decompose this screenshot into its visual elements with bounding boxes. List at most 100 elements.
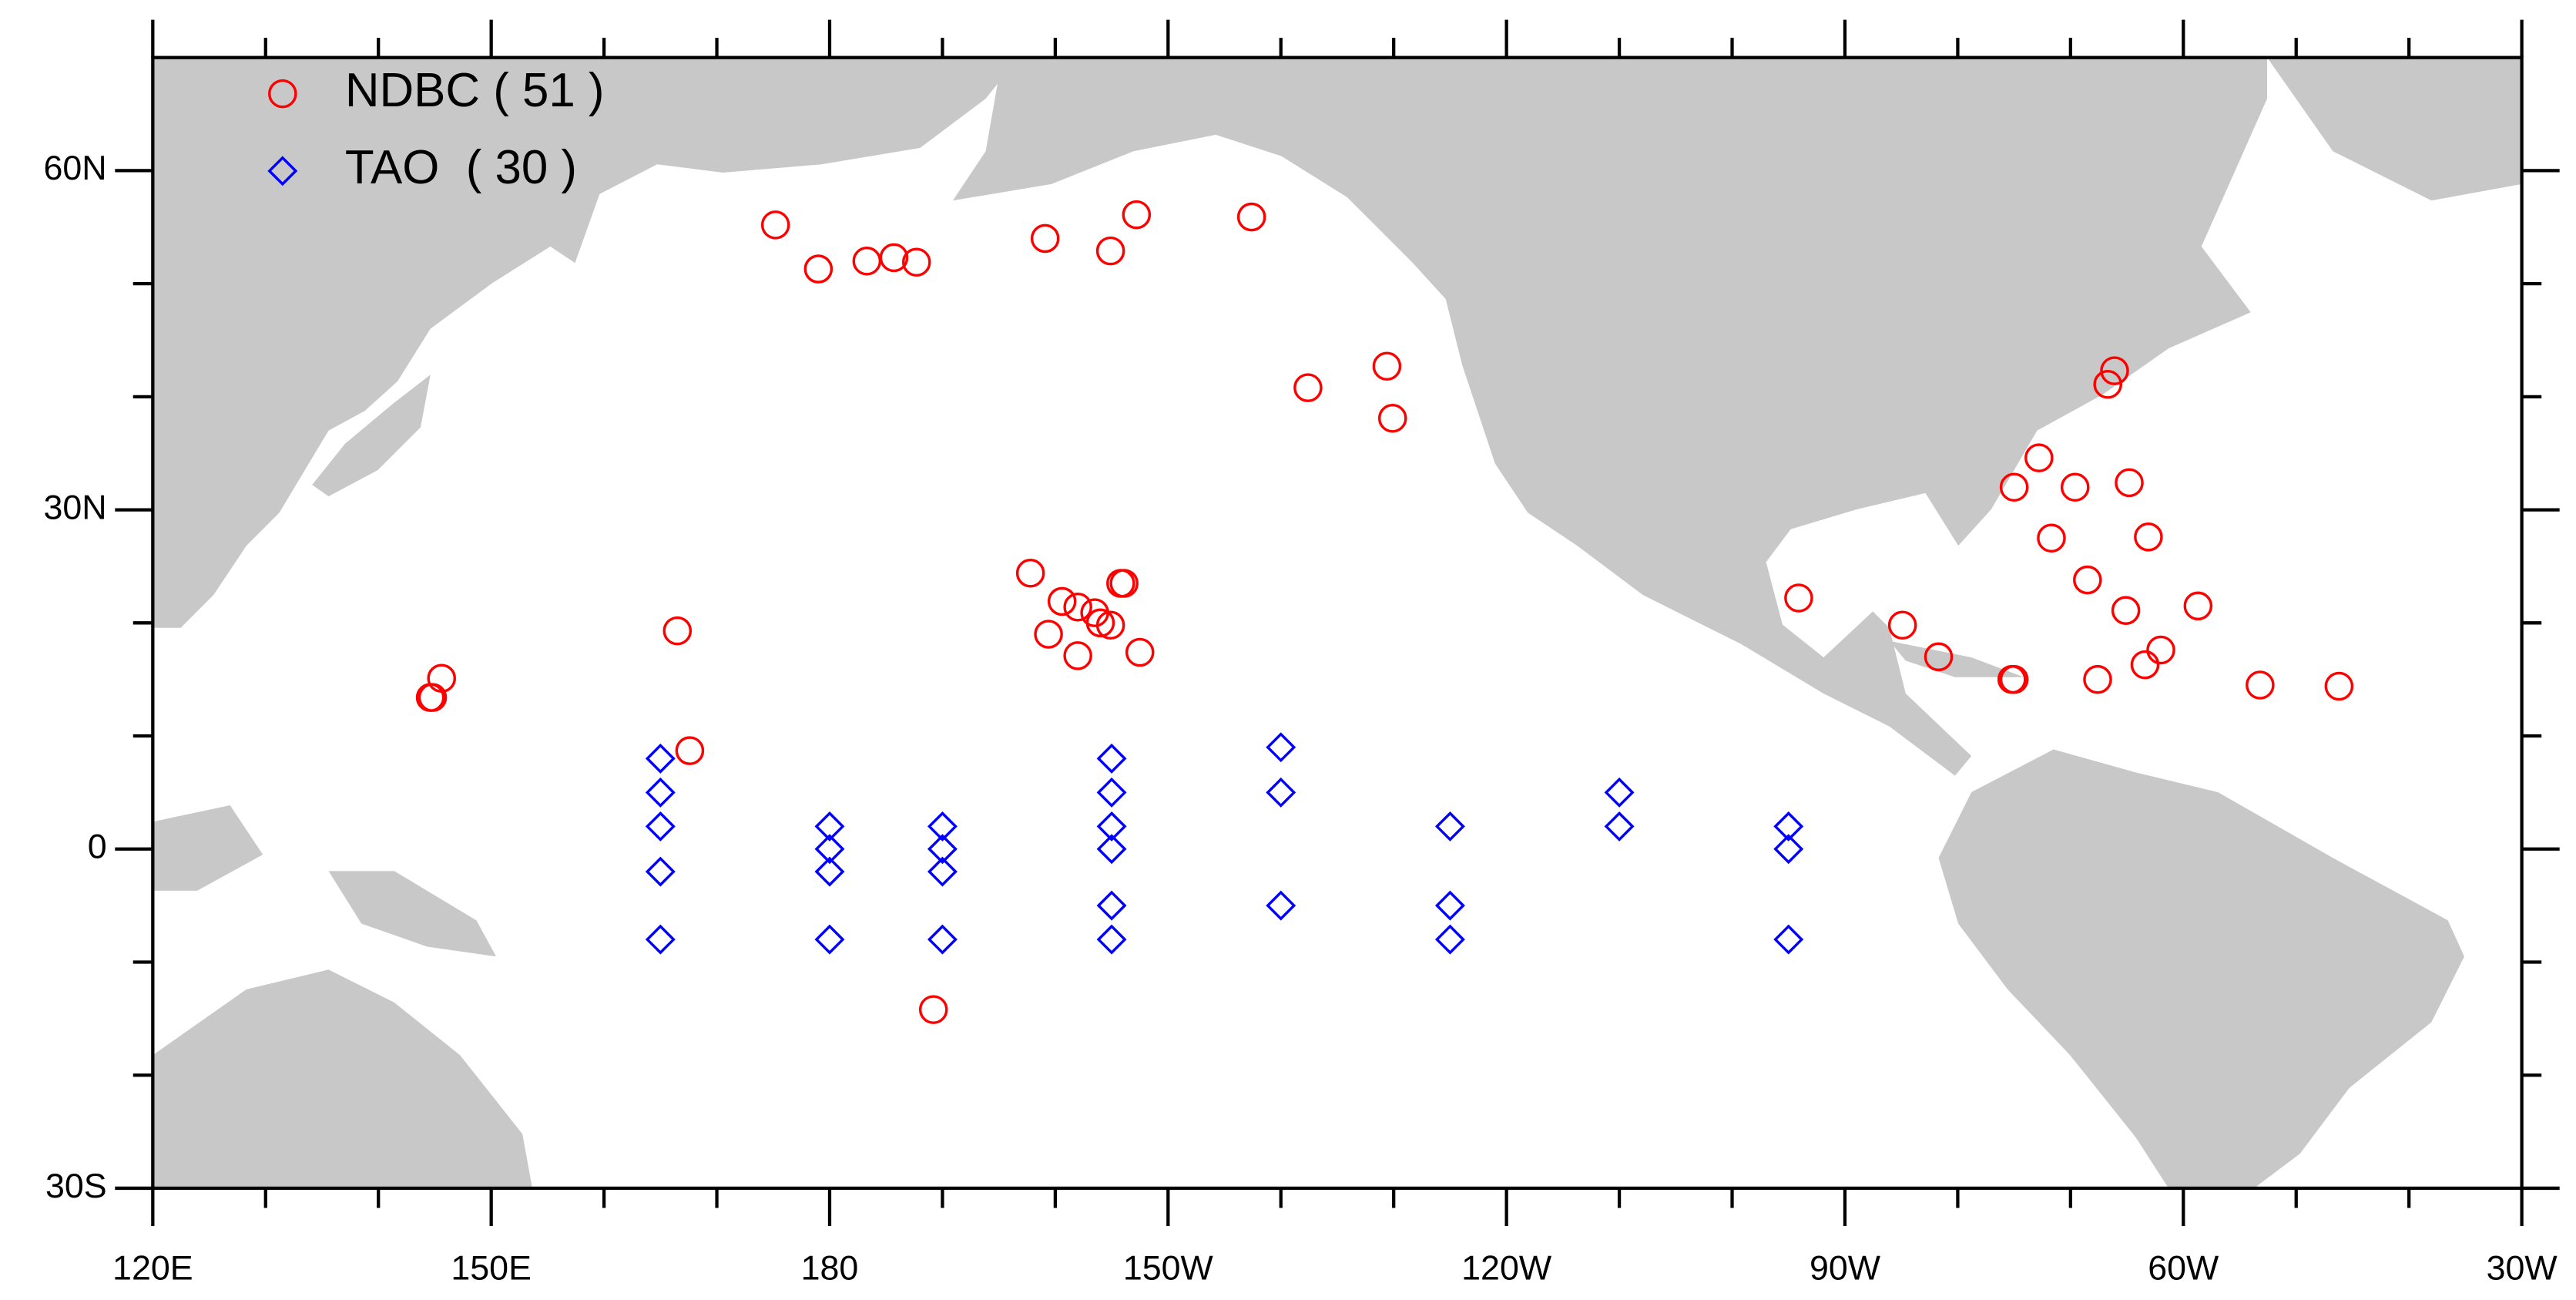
station-marker [814,811,845,841]
station-marker [1887,610,1917,640]
x-tick-label: 120E [112,1248,193,1287]
station-marker [1999,664,2029,694]
cuba [1889,640,2024,677]
station-marker [645,856,676,887]
station-marker [901,247,931,277]
station-marker [1377,403,1407,433]
station-marker [814,834,845,865]
station-marker [1063,641,1092,670]
station-marker [1096,890,1127,921]
station-marker [1096,811,1127,841]
station-marker [1266,732,1296,763]
station-marker [2115,468,2144,498]
x-tick-label: 150E [451,1248,532,1287]
y-tick-label: 30N [43,488,106,526]
station-marker [1773,811,1804,841]
station-marker [2134,522,2163,552]
station-marker [927,924,958,955]
station-marker [2324,671,2354,701]
legend-marker [267,156,298,186]
station-marker [1266,777,1296,808]
x-tick-label: 90W [1810,1248,1881,1287]
station-marker [927,834,958,865]
x-tick-label: 180 [801,1248,859,1287]
station-marker [2060,472,2090,502]
station-marker [2083,664,2112,694]
japan [312,375,431,497]
y-tick-label: 30S [45,1167,107,1205]
station-marker [1999,472,2029,502]
station-marker [852,247,882,276]
greenland [2267,57,2522,201]
station-marker [1085,608,1115,638]
legend-label: NDBC ( 51 ) [345,64,605,117]
y-tick-label: 0 [88,828,107,866]
land [153,57,2522,1188]
station-marker [1109,569,1139,598]
station-marker [2100,356,2129,385]
station-marker [1122,200,1152,230]
station-marker [1095,236,1125,266]
station-marker [1096,924,1127,955]
x-tick-label: 120W [1461,1248,1552,1287]
station-marker [1773,924,1804,955]
station-marker [1096,743,1127,774]
station-marker [2183,591,2213,621]
station-marker [1784,583,1813,613]
station-marker [1604,777,1635,808]
station-marker [927,811,958,841]
station-marker [645,924,676,955]
station-marker [2037,523,2066,553]
station-marker [918,995,948,1024]
x-tick-label: 60W [2148,1248,2219,1287]
legend-marker [268,79,297,109]
station-marker [415,683,445,712]
station-marker [1372,351,1402,381]
station-marker [2111,596,2141,625]
station-marker [2130,650,2160,680]
station-marker [1030,223,1060,254]
station-marker [1266,890,1296,921]
station-marker [2093,369,2122,399]
station-marker [645,811,676,841]
station-marker [814,924,845,955]
station-marker [1924,642,1954,672]
station-marker [675,736,705,765]
station-marker [1773,834,1804,865]
station-marker [1434,890,1465,921]
legend-label: TAO ( 30 ) [345,141,577,194]
station-marker [2246,670,2275,700]
station-marker [814,856,845,887]
station-marker [927,856,958,887]
station-marker [1293,373,1323,402]
station-marker [427,663,456,693]
station-marker [1047,586,1077,616]
indonesia [153,805,263,891]
x-tick-label: 150W [1123,1248,1214,1287]
station-marker [1434,924,1465,955]
australia [153,969,532,1188]
station-marker [760,210,790,240]
asia [153,57,1019,628]
station-marker [803,254,834,284]
station-marker [2073,565,2102,595]
station-marker [645,777,676,808]
station-marker [2146,635,2175,665]
station-marker [1063,593,1092,622]
new-guinea [328,871,497,957]
station-marker [1096,834,1127,865]
south-america [1938,749,2464,1188]
x-tick-label: 30W [2487,1248,2558,1287]
station-marker [1096,777,1127,808]
station-marker [1604,811,1635,841]
station-marker [1015,558,1045,588]
station-marker [2024,443,2054,472]
station-marker [1095,610,1125,640]
y-tick-label: 60N [43,149,106,187]
station-marker [879,243,909,273]
station-marker [1434,811,1465,841]
station-marker [645,743,676,774]
station-marker [1125,637,1155,667]
station-marker [1034,620,1063,649]
